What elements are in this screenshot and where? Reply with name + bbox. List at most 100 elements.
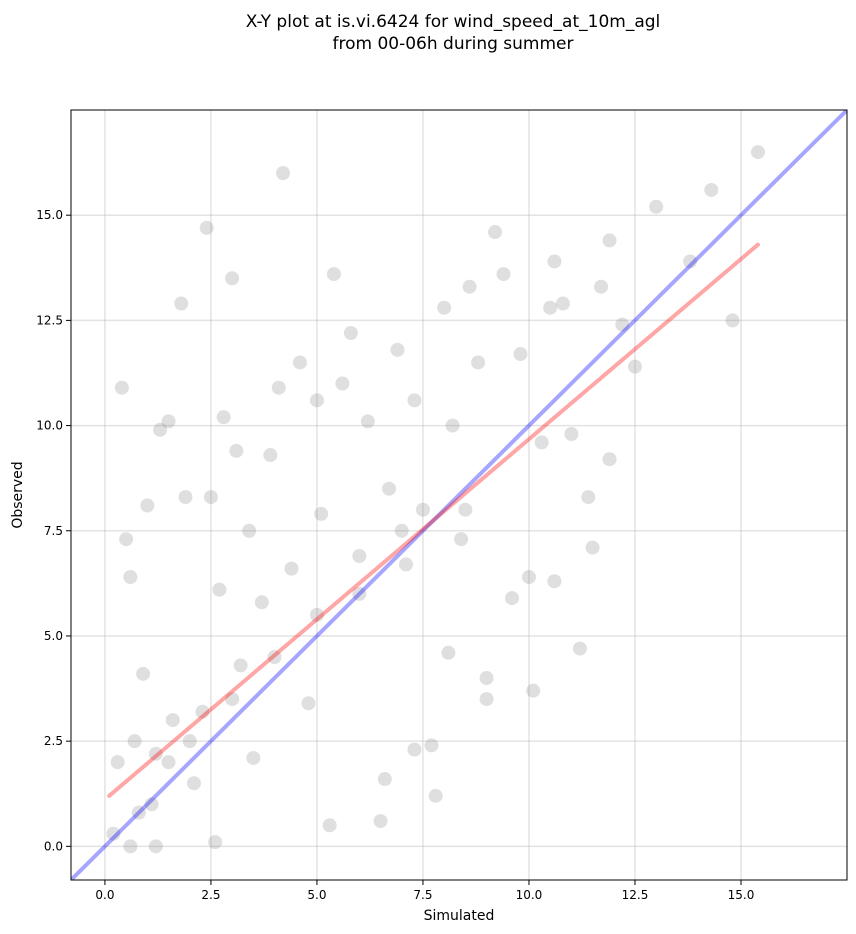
scatter-point bbox=[254, 595, 269, 610]
scatter-point bbox=[360, 414, 375, 429]
scatter-point bbox=[246, 750, 261, 765]
scatter-point bbox=[373, 814, 388, 829]
scatter-point bbox=[182, 734, 197, 749]
x-axis-ticks: 0.0 2.5 5.0 7.5 10.0 12.5 15.0 bbox=[95, 880, 754, 902]
scatter-point bbox=[407, 742, 422, 757]
scatter-point bbox=[615, 317, 630, 332]
scatter-point bbox=[725, 313, 740, 328]
scatter-point bbox=[148, 839, 163, 854]
scatter-point bbox=[127, 734, 142, 749]
scatter-point bbox=[479, 692, 494, 707]
scatter-point bbox=[161, 755, 176, 770]
scatter-point bbox=[407, 393, 422, 408]
scatter-points bbox=[106, 145, 765, 854]
scatter-point bbox=[309, 607, 324, 622]
y-tick-label: 0.0 bbox=[44, 839, 63, 853]
scatter-point bbox=[267, 649, 282, 664]
scatter-point bbox=[284, 561, 299, 576]
scatter-point bbox=[424, 738, 439, 753]
x-tick-label: 15.0 bbox=[728, 888, 755, 902]
scatter-point bbox=[649, 199, 664, 214]
scatter-point bbox=[148, 746, 163, 761]
scatter-point bbox=[326, 267, 341, 282]
scatter-point bbox=[471, 355, 486, 370]
scatter-point bbox=[301, 696, 316, 711]
scatter-point bbox=[106, 826, 121, 841]
y-tick-label: 7.5 bbox=[44, 524, 63, 538]
chart-title-line-2: from 00-06h during summer bbox=[333, 34, 574, 54]
y-axis-label: Observed bbox=[10, 461, 26, 528]
scatter-point bbox=[174, 296, 189, 311]
scatter-point bbox=[144, 797, 159, 812]
scatter-point bbox=[543, 300, 558, 315]
scatter-point bbox=[242, 523, 257, 538]
scatter-point bbox=[203, 490, 218, 505]
scatter-point bbox=[161, 414, 176, 429]
scatter-point bbox=[140, 498, 155, 513]
scatter-point bbox=[526, 683, 541, 698]
scatter-point bbox=[352, 586, 367, 601]
scatter-point bbox=[521, 570, 536, 585]
scatter-point bbox=[602, 233, 617, 248]
scatter-point bbox=[314, 506, 329, 521]
scatter-point bbox=[683, 254, 698, 269]
scatter-point bbox=[114, 380, 129, 395]
scatter-point bbox=[199, 220, 214, 235]
scatter-point bbox=[229, 443, 244, 458]
scatter-point bbox=[496, 267, 511, 282]
scatter-point bbox=[458, 502, 473, 517]
scatter-point bbox=[119, 532, 134, 547]
x-axis-label: Simulated bbox=[424, 908, 495, 924]
scatter-point bbox=[445, 418, 460, 433]
scatter-point bbox=[343, 326, 358, 341]
y-tick-label: 12.5 bbox=[36, 313, 63, 327]
one-to-one-line bbox=[71, 110, 847, 880]
scatter-point bbox=[479, 671, 494, 686]
scatter-point bbox=[382, 481, 397, 496]
scatter-point bbox=[415, 502, 430, 517]
chart-title-line-1: X-Y plot at is.vi.6424 for wind_speed_at… bbox=[246, 12, 661, 32]
regression-line bbox=[107, 242, 760, 798]
scatter-point bbox=[454, 532, 469, 547]
scatter-point bbox=[602, 452, 617, 467]
scatter-point bbox=[233, 658, 248, 673]
scatter-point bbox=[276, 166, 291, 181]
scatter-point bbox=[195, 704, 210, 719]
scatter-point bbox=[216, 410, 231, 425]
scatter-point bbox=[627, 359, 642, 374]
scatter-point bbox=[271, 380, 286, 395]
scatter-point bbox=[309, 393, 324, 408]
scatter-point bbox=[437, 300, 452, 315]
scatter-point bbox=[462, 279, 477, 294]
scatter-point bbox=[547, 574, 562, 589]
scatter-point bbox=[555, 296, 570, 311]
plot-frame bbox=[70, 109, 848, 881]
scatter-point bbox=[208, 835, 223, 850]
scatter-point bbox=[123, 839, 138, 854]
scatter-point bbox=[178, 490, 193, 505]
scatter-point bbox=[572, 641, 587, 656]
scatter-point bbox=[377, 772, 392, 787]
y-tick-label: 15.0 bbox=[36, 208, 63, 222]
scatter-point bbox=[488, 225, 503, 240]
x-tick-label: 2.5 bbox=[201, 888, 220, 902]
y-axis-ticks: 0.0 2.5 5.0 7.5 10.0 12.5 15.0 bbox=[36, 208, 71, 853]
scatter-point bbox=[123, 570, 138, 585]
scatter-point bbox=[564, 426, 579, 441]
x-tick-label: 7.5 bbox=[413, 888, 432, 902]
scatter-point bbox=[505, 591, 520, 606]
scatter-point bbox=[263, 448, 278, 463]
scatter-point bbox=[136, 666, 151, 681]
scatter-point bbox=[394, 523, 409, 538]
trend-lines bbox=[71, 110, 847, 880]
scatter-point bbox=[594, 279, 609, 294]
scatter-point bbox=[513, 347, 528, 362]
scatter-point bbox=[225, 271, 240, 286]
scatter-point bbox=[292, 355, 307, 370]
scatter-point bbox=[131, 805, 146, 820]
scatter-point bbox=[428, 788, 443, 803]
scatter-point bbox=[585, 540, 600, 555]
y-tick-label: 2.5 bbox=[44, 734, 63, 748]
x-tick-label: 5.0 bbox=[307, 888, 326, 902]
